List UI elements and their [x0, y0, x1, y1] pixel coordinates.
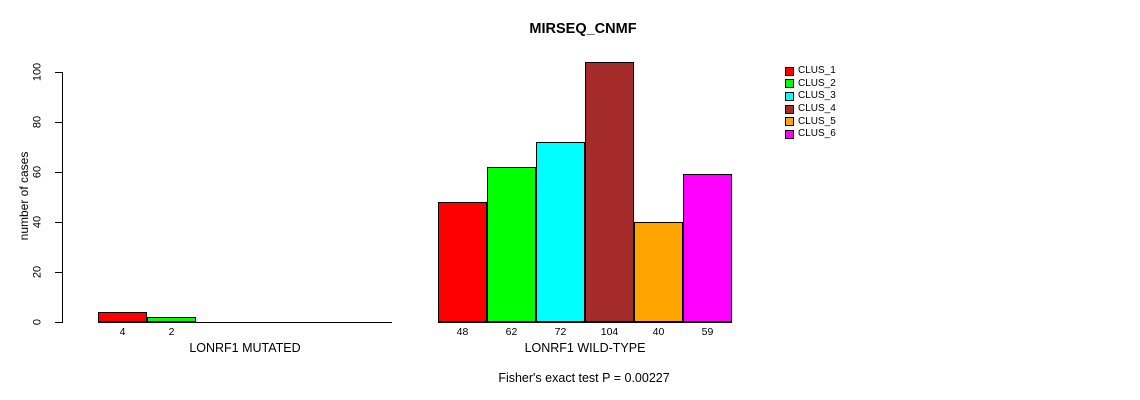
legend-label: CLUS_5 — [798, 115, 836, 127]
legend-swatch-icon — [785, 129, 794, 139]
legend-swatch-icon — [785, 104, 794, 114]
legend-item-clus_3: CLUS_3 — [785, 90, 836, 103]
bar-value-label: 4 — [119, 326, 126, 338]
legend-label: CLUS_3 — [798, 90, 836, 102]
group-label: LONRF1 MUTATED — [189, 341, 301, 355]
legend: CLUS_1 CLUS_2 CLUS_3 CLUS_4 CLUS_5 CLUS_6 — [785, 65, 836, 141]
legend-label: CLUS_6 — [798, 128, 836, 140]
y-axis-tick — [55, 272, 62, 273]
legend-swatch-icon — [785, 91, 794, 101]
y-axis-tick-label: 80 — [31, 115, 44, 129]
y-axis-tick — [55, 322, 62, 323]
bar-value-label: 62 — [505, 326, 518, 338]
bar-clus_6 — [683, 174, 732, 322]
bar-value-label: 48 — [456, 326, 469, 338]
y-axis-tick-label: 100 — [31, 62, 44, 82]
group-baseline — [438, 322, 732, 323]
bar-clus_1 — [98, 312, 147, 322]
legend-label: CLUS_4 — [798, 103, 836, 115]
y-axis-tick — [55, 72, 62, 73]
bar-clus_1 — [438, 202, 487, 322]
legend-swatch-icon — [785, 66, 794, 76]
group-label: LONRF1 WILD-TYPE — [524, 341, 646, 355]
bar-clus_2 — [147, 317, 196, 322]
y-axis-tick-label: 60 — [31, 165, 44, 179]
y-axis-tick — [55, 222, 62, 223]
bar-value-label: 104 — [600, 326, 619, 338]
legend-label: CLUS_2 — [798, 77, 836, 89]
bar-clus_2 — [487, 167, 536, 322]
annotation-text: Fisher's exact test P = 0.00227 — [498, 371, 670, 385]
bar-clus_4 — [585, 62, 634, 322]
y-axis-tick-label: 20 — [31, 265, 44, 279]
legend-item-clus_1: CLUS_1 — [785, 65, 836, 78]
group-baseline — [98, 322, 392, 323]
legend-swatch-icon — [785, 79, 794, 89]
y-axis-tick-label: 0 — [31, 318, 44, 326]
legend-item-clus_2: CLUS_2 — [785, 78, 836, 91]
y-axis-tick-label: 40 — [31, 215, 44, 229]
legend-item-clus_5: CLUS_5 — [785, 115, 836, 128]
bar-value-label: 2 — [168, 326, 175, 338]
chart-title: MIRSEQ_CNMF — [529, 21, 637, 37]
bar-value-label: 59 — [701, 326, 714, 338]
y-axis-tick — [55, 172, 62, 173]
bar-value-label: 40 — [652, 326, 665, 338]
legend-item-clus_4: CLUS_4 — [785, 103, 836, 116]
legend-item-clus_6: CLUS_6 — [785, 128, 836, 141]
legend-swatch-icon — [785, 117, 794, 127]
bar-clus_3 — [536, 142, 585, 322]
y-axis-tick — [55, 122, 62, 123]
bar-clus_5 — [634, 222, 683, 322]
legend-label: CLUS_1 — [798, 65, 836, 77]
bar-value-label: 72 — [554, 326, 567, 338]
y-axis-line — [62, 72, 63, 323]
